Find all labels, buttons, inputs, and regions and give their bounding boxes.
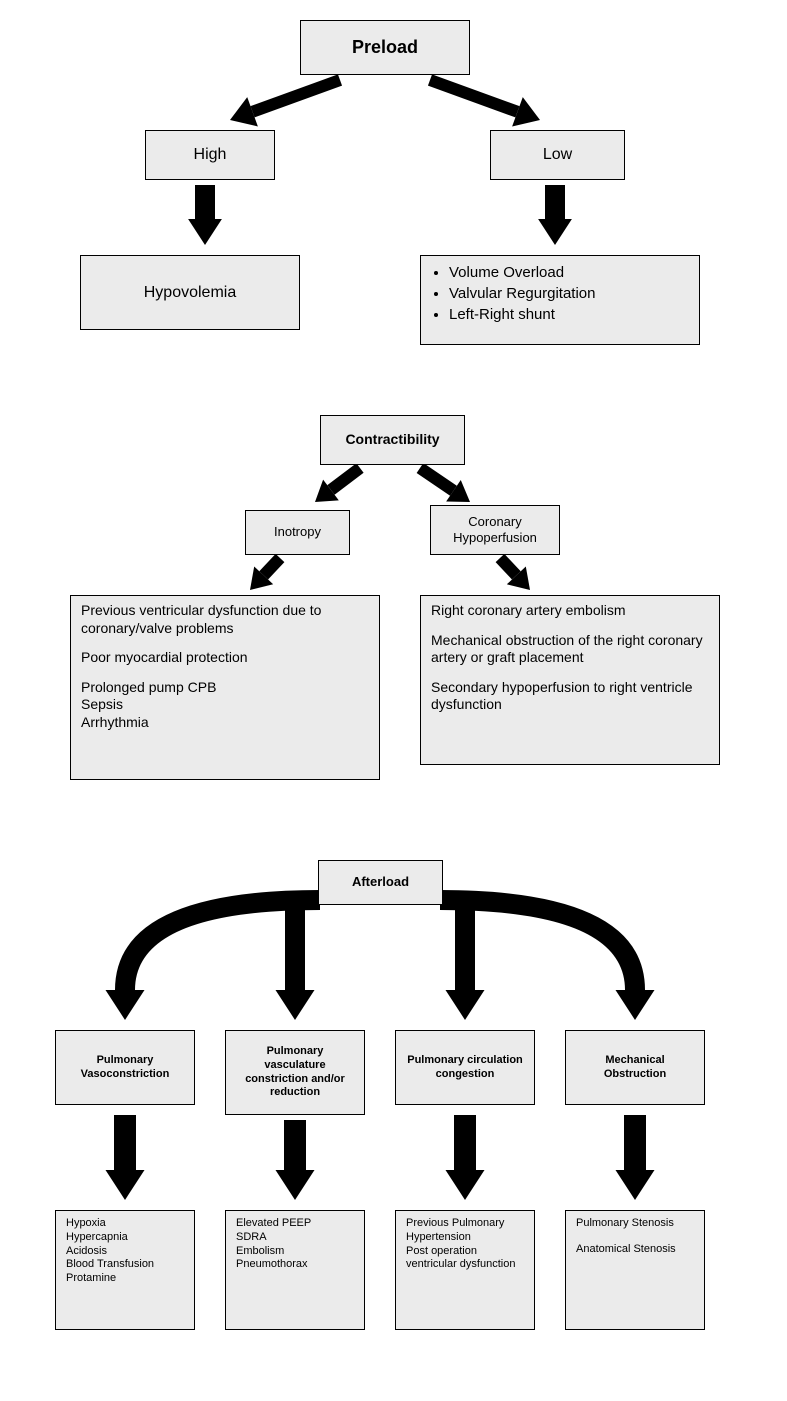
node-afterload-vasculature_constriction: Pulmonary vasculature constriction and/o… bbox=[225, 1030, 365, 1115]
leaf-afterload-vasculature_constriction-item: Pneumothorax bbox=[236, 1258, 354, 1272]
leaf-preload-high: Hypovolemia bbox=[80, 255, 300, 330]
leaf-afterload-mechanical_obstruction-item: Pulmonary Stenosis bbox=[576, 1217, 694, 1231]
leaf-afterload-vasculature_constriction-item: SDRA bbox=[236, 1231, 354, 1245]
leaf-preload-low-item: Volume Overload bbox=[449, 264, 689, 283]
node-afterload: Afterload bbox=[318, 860, 443, 905]
leaf-afterload-circulation_congestion: Previous Pulmonary HypertensionPost oper… bbox=[395, 1210, 535, 1330]
leaf-afterload-vasoconstriction-item: Protamine bbox=[66, 1272, 184, 1286]
node-preload: Preload bbox=[300, 20, 470, 75]
leaf-afterload-vasoconstriction-item: Blood Transfusion bbox=[66, 1258, 184, 1272]
leaf-afterload-vasoconstriction-item: Hypoxia bbox=[66, 1217, 184, 1231]
node-afterload-vasoconstriction: Pulmonary Vasoconstriction bbox=[55, 1030, 195, 1105]
leaf-contractibility-inotropy-item: Sepsis bbox=[81, 696, 369, 714]
leaf-preload-low: Volume Overload Valvular Regurgitation Lef… bbox=[420, 255, 700, 345]
leaf-contractibility-coronary_hypoperfusion-item: Secondary hypoperfusion to right ventric… bbox=[431, 679, 709, 714]
leaf-afterload-circulation_congestion-item: Previous Pulmonary Hypertension bbox=[406, 1217, 524, 1245]
leaf-afterload-mechanical_obstruction-item: Anatomical Stenosis bbox=[576, 1243, 694, 1257]
leaf-contractibility-inotropy-item: Arrhythmia bbox=[81, 714, 369, 732]
leaf-afterload-vasoconstriction-item: Acidosis bbox=[66, 1245, 184, 1259]
leaf-contractibility-coronary_hypoperfusion-item: Right coronary artery embolism bbox=[431, 602, 709, 620]
node-preload-low: Low bbox=[490, 130, 625, 180]
leaf-afterload-vasoconstriction-item: Hypercapnia bbox=[66, 1231, 184, 1245]
leaf-contractibility-inotropy-item: Prolonged pump CPB bbox=[81, 679, 369, 697]
leaf-contractibility-inotropy-item: Previous ventricular dysfunction due to … bbox=[81, 602, 369, 637]
node-contractibility-inotropy: Inotropy bbox=[245, 510, 350, 555]
leaf-afterload-vasculature_constriction: Elevated PEEPSDRAEmbolismPneumothorax bbox=[225, 1210, 365, 1330]
leaf-contractibility-inotropy: Previous ventricular dysfunction due to … bbox=[70, 595, 380, 780]
leaf-preload-low-item: Valvular Regurgitation bbox=[449, 285, 689, 304]
leaf-afterload-vasculature_constriction-item: Elevated PEEP bbox=[236, 1217, 354, 1231]
leaf-afterload-circulation_congestion-item: Post operation ventricular dysfunction bbox=[406, 1245, 524, 1273]
node-contractibility: Contractibility bbox=[320, 415, 465, 465]
leaf-afterload-mechanical_obstruction: Pulmonary Stenosis Anatomical Stenosis bbox=[565, 1210, 705, 1330]
leaf-contractibility-inotropy-item: Poor myocardial protection bbox=[81, 649, 369, 667]
node-preload-high: High bbox=[145, 130, 275, 180]
flowchart-stage: Preload High Hypovolemia Low Volume Overload… bbox=[0, 0, 787, 1401]
leaf-afterload-vasculature_constriction-item: Embolism bbox=[236, 1245, 354, 1259]
node-afterload-mechanical_obstruction: Mechanical Obstruction bbox=[565, 1030, 705, 1105]
leaf-contractibility-coronary_hypoperfusion-item: Mechanical obstruction of the right coro… bbox=[431, 632, 709, 667]
leaf-preload-low-item: Left-Right shunt bbox=[449, 306, 689, 325]
node-contractibility-coronary_hypoperfusion: Coronary Hypoperfusion bbox=[430, 505, 560, 555]
leaf-contractibility-coronary_hypoperfusion: Right coronary artery embolism Mechanical… bbox=[420, 595, 720, 765]
leaf-afterload-vasoconstriction: HypoxiaHypercapniaAcidosisBlood Transfus… bbox=[55, 1210, 195, 1330]
node-afterload-circulation_congestion: Pulmonary circulation congestion bbox=[395, 1030, 535, 1105]
